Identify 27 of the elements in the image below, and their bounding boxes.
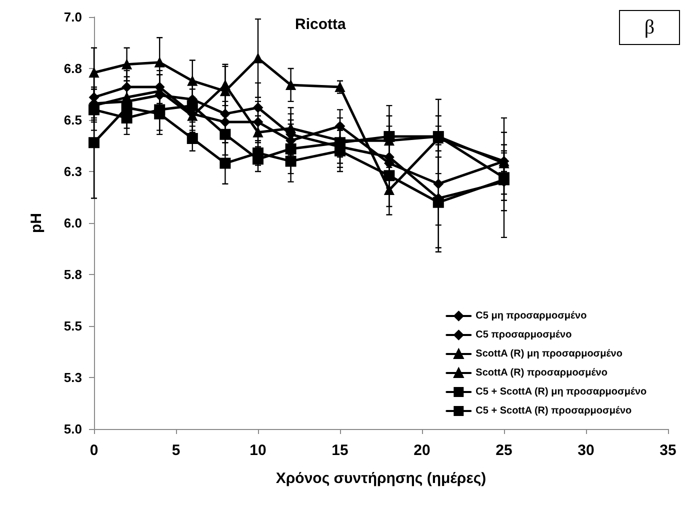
- x-axis-title: Χρόνος συντήρησης (ημέρες): [276, 470, 486, 487]
- y-tick-label: 6.0: [64, 216, 82, 230]
- x-tick-label: 20: [414, 442, 430, 459]
- legend-label: C5 + ScottA (R) μη προσαρμοσμένο: [476, 386, 647, 398]
- y-axis-title: pH: [28, 213, 45, 233]
- y-tick-label: 5.0: [64, 422, 82, 436]
- y-tick-label: 6.8: [64, 61, 82, 76]
- chart-title: Ricotta: [295, 16, 346, 33]
- legend-label: ScottA (R) προσαρμοσμένο: [476, 368, 608, 378]
- legend-label: C5 μη προσαρμοσμένο: [476, 310, 587, 322]
- y-tick-label: 5.3: [64, 370, 82, 385]
- x-tick-label: 25: [496, 442, 512, 459]
- x-tick-label: 15: [332, 442, 348, 459]
- legend-label: C5 + ScottA (R) προσαρμοσμένο: [476, 406, 632, 416]
- x-tick-label: 10: [250, 442, 266, 459]
- annotation: β: [644, 16, 655, 38]
- y-tick-label: 6.3: [64, 164, 82, 179]
- y-tick-label: 5.8: [64, 267, 82, 282]
- x-tick-label: 0: [90, 442, 98, 459]
- x-tick-label: 5: [172, 442, 180, 459]
- y-tick-label: 5.5: [64, 318, 82, 334]
- x-tick-label: 30: [578, 442, 594, 459]
- x-tick-label: 35: [660, 442, 676, 459]
- legend-label: ScottA (R) μη προσαρμοσμένο: [476, 348, 622, 360]
- y-tick-label: 6.5: [64, 112, 82, 128]
- y-tick-label: 7.0: [64, 10, 82, 24]
- legend-label: C5 προσαρμοσμένο: [476, 330, 572, 340]
